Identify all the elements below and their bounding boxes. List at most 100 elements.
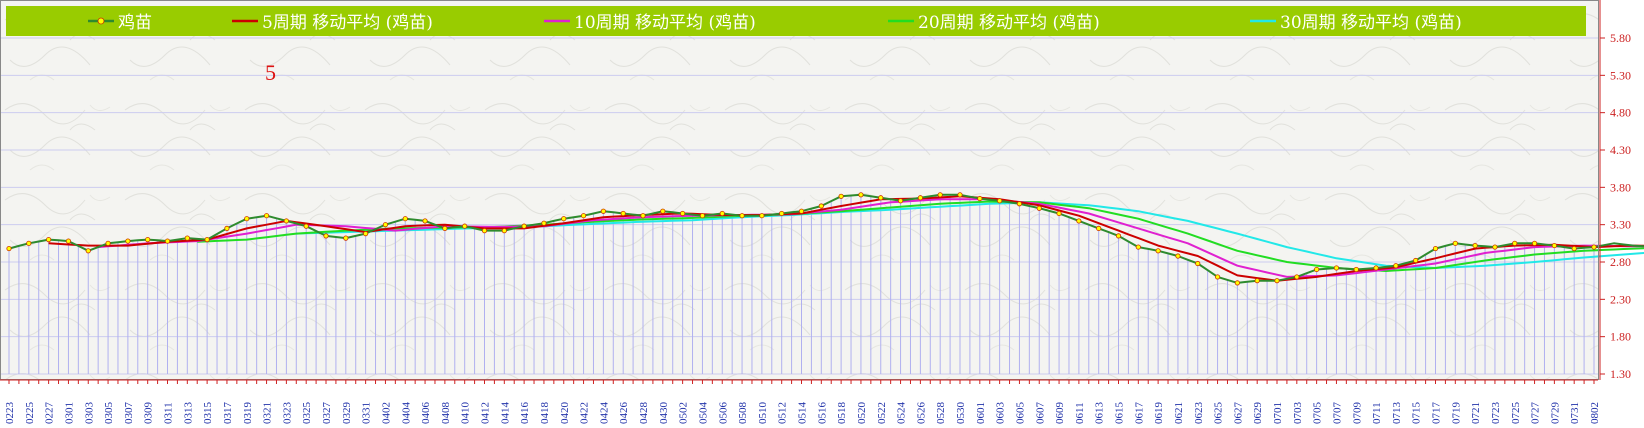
x-tick-label: 0424 [598, 402, 610, 425]
price-point [323, 233, 329, 239]
price-point [798, 208, 805, 214]
legend-label-ma10: 10周期 移动平均 (鸡苗) [574, 13, 756, 33]
price-point [1314, 266, 1320, 273]
price-point [997, 198, 1003, 204]
price-point [917, 195, 923, 201]
series-line-ma10 [98, 198, 1644, 278]
price-point [600, 208, 606, 214]
x-tick-label: 0422 [579, 402, 591, 424]
price-point [937, 192, 943, 198]
y-tick-label: 2.30 [1610, 292, 1631, 306]
x-tick-label: 0627 [1232, 402, 1244, 425]
price-point [164, 238, 171, 244]
x-tick-label: 0530 [955, 402, 967, 425]
y-tick-label: 2.80 [1610, 255, 1631, 269]
x-tick-label: 0313 [182, 402, 194, 425]
price-point [26, 240, 32, 246]
x-tick-label: 0802 [1589, 402, 1601, 424]
x-tick-label: 0711 [1371, 402, 1383, 424]
x-tick-label: 0301 [63, 402, 75, 424]
price-point [204, 237, 210, 243]
price-point [422, 218, 428, 224]
price-point [640, 213, 646, 219]
legend-background [6, 6, 1586, 36]
legend: 鸡苗 5周期 移动平均 (鸡苗) 10周期 移动平均 (鸡苗) 20周期 移动平均 (… [6, 6, 1586, 36]
price-point [105, 240, 111, 246]
y-tick-label: 5.30 [1610, 68, 1631, 82]
price-point [501, 228, 507, 234]
x-tick-label: 0311 [163, 402, 175, 424]
x-tick-label: 0303 [83, 402, 95, 425]
x-tick-label: 0522 [876, 402, 888, 424]
x-tick-label: 0625 [1213, 402, 1225, 425]
x-tick-label: 0502 [678, 402, 690, 424]
price-point [1472, 242, 1478, 249]
x-tick-label: 0611 [1074, 402, 1086, 424]
x-tick-label: 0412 [480, 402, 492, 424]
legend-label-ma30: 30周期 移动平均 (鸡苗) [1280, 13, 1462, 33]
x-tick-label: 0508 [737, 402, 749, 425]
y-tick-label: 3.30 [1610, 218, 1631, 232]
price-point [263, 213, 270, 219]
x-tick-label: 0727 [1530, 402, 1542, 425]
x-tick-label: 0410 [460, 402, 472, 425]
x-tick-label: 0701 [1272, 402, 1284, 424]
x-tick-label: 0713 [1391, 402, 1403, 425]
x-tick-label: 0729 [1549, 402, 1561, 425]
price-point [343, 235, 349, 241]
x-tick-label: 0317 [222, 402, 234, 425]
price-point [1353, 266, 1359, 273]
price-point [680, 210, 686, 217]
price-point [1373, 265, 1379, 271]
series-line-price [8, 193, 1644, 284]
price-point [1056, 210, 1062, 217]
x-tick-label: 0327 [321, 402, 333, 425]
x-tick-label: 0520 [856, 402, 868, 425]
x-tick-label: 0725 [1510, 402, 1522, 425]
price-point [46, 237, 52, 243]
price-point [1512, 240, 1518, 246]
price-point [561, 216, 567, 222]
price-point [1492, 244, 1498, 250]
price-point [1076, 218, 1082, 224]
x-tick-label: 0526 [915, 402, 927, 425]
price-point [1452, 240, 1458, 246]
price-point [957, 192, 963, 198]
x-tick-label: 0703 [1292, 402, 1304, 425]
price-point [719, 210, 725, 217]
price-point [363, 231, 369, 237]
x-tick-label: 0329 [341, 402, 353, 425]
price-point [1413, 257, 1419, 264]
price-point [1214, 274, 1221, 280]
x-tick-label: 0623 [1193, 402, 1205, 425]
price-point [858, 192, 864, 198]
price-point [224, 225, 230, 231]
y-tick-label: 1.80 [1610, 330, 1631, 344]
x-tick-label: 0430 [658, 402, 670, 425]
y-tick-label: 3.80 [1610, 180, 1631, 194]
x-tick-label: 0404 [400, 402, 412, 425]
annotation-label: 5 [265, 60, 276, 85]
price-point [85, 248, 91, 254]
x-tick-label: 0510 [757, 402, 769, 425]
price-point [818, 203, 824, 209]
price-point [541, 220, 547, 226]
x-tick-label: 0619 [1153, 402, 1165, 425]
x-tick-label: 0416 [519, 402, 531, 425]
price-point [402, 216, 408, 222]
x-tick-label: 0414 [499, 402, 511, 425]
price-point [521, 223, 527, 229]
legend-label-ma5: 5周期 移动平均 (鸡苗) [262, 13, 433, 33]
price-point [184, 235, 190, 241]
legend-marker [97, 17, 105, 25]
x-tick-label: 0406 [420, 402, 432, 425]
x-tick-label: 0617 [1133, 402, 1145, 425]
price-point [125, 238, 131, 244]
x-tick-label: 0605 [1014, 402, 1026, 425]
price-point [1591, 244, 1597, 250]
price-point [244, 216, 250, 222]
price-point [481, 228, 488, 234]
x-tick-label: 0319 [242, 402, 254, 425]
x-tick-label: 0609 [1054, 402, 1066, 425]
x-tick-label: 0227 [44, 402, 56, 425]
